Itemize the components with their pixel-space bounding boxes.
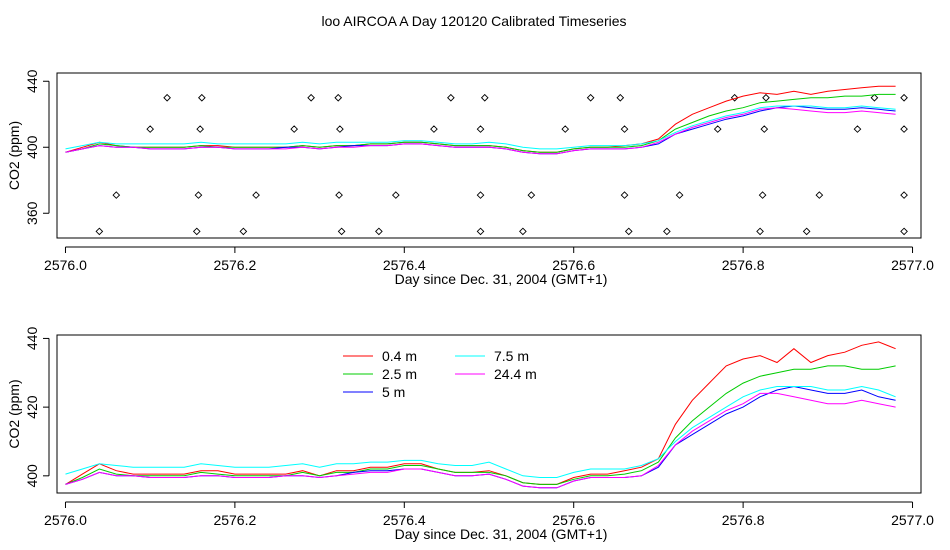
diamond-marker bbox=[713, 125, 722, 133]
legend-label: 7.5 m bbox=[494, 348, 529, 364]
diamond-marker bbox=[290, 125, 299, 133]
x-tick-label: 2576.0 bbox=[44, 512, 87, 528]
series-line bbox=[65, 85, 896, 153]
diamond-marker bbox=[194, 191, 203, 199]
diamond-marker bbox=[476, 227, 485, 236]
diamond-marker bbox=[375, 227, 383, 236]
diamond-marker bbox=[760, 125, 769, 133]
diamond-marker bbox=[616, 93, 625, 102]
diamond-marker bbox=[95, 227, 104, 236]
series-line bbox=[65, 93, 896, 153]
x-axis-label: Day since Dec. 31, 2004 (GMT+1) bbox=[395, 271, 608, 287]
diamond-marker bbox=[586, 93, 595, 102]
y-tick-label: 400 bbox=[24, 464, 40, 488]
diamond-marker bbox=[815, 191, 824, 199]
diamond-marker bbox=[391, 191, 400, 199]
plot-area bbox=[65, 85, 908, 236]
x-tick-label: 2576.6 bbox=[552, 257, 595, 273]
diamond-marker bbox=[620, 191, 629, 199]
diamond-marker bbox=[476, 191, 485, 199]
diamond-marker bbox=[196, 125, 204, 133]
diamond-marker bbox=[192, 227, 201, 236]
diamond-marker bbox=[730, 93, 739, 102]
diamond-marker bbox=[663, 227, 671, 236]
y-tick-label: 420 bbox=[24, 395, 40, 419]
diamond-marker bbox=[480, 93, 489, 102]
x-tick-label: 2576.0 bbox=[44, 257, 87, 273]
legend-label: 0.4 m bbox=[382, 348, 417, 364]
diamond-marker bbox=[198, 93, 206, 102]
y-axis-label: CO2 (ppm) bbox=[6, 121, 22, 190]
diamond-marker bbox=[624, 227, 633, 236]
x-tick-label: 2576.2 bbox=[213, 257, 256, 273]
diamond-marker bbox=[756, 227, 764, 236]
series-line bbox=[65, 105, 896, 150]
x-tick-label: 2577.0 bbox=[891, 257, 934, 273]
series-line-7-5-m bbox=[65, 385, 896, 478]
figure-title: loo AIRCOA A Day 120120 Calibrated Times… bbox=[321, 13, 626, 29]
diamond-marker bbox=[337, 227, 346, 236]
diamond-marker bbox=[527, 191, 536, 199]
legend-label: 5 m bbox=[382, 384, 405, 400]
diamond-marker bbox=[335, 191, 343, 199]
legend-label: 2.5 m bbox=[382, 366, 417, 382]
top-panel: 2576.0 2576.2 2576.4 2576.6 2576.8 2577.0 Day … bbox=[6, 69, 934, 287]
x-tick-label: 2576.4 bbox=[383, 257, 426, 273]
series-line-2-5-m bbox=[65, 365, 896, 485]
series-line bbox=[65, 107, 896, 155]
diamond-marker bbox=[476, 125, 485, 133]
diamond-marker bbox=[870, 93, 879, 102]
x-tick-label: 2576.8 bbox=[722, 257, 765, 273]
diamond-marker bbox=[430, 125, 438, 133]
bottom-panel: 2576.0 2576.2 2576.4 2576.6 2576.8 2577.0 Day … bbox=[6, 327, 934, 542]
diamond-marker bbox=[900, 93, 908, 102]
y-tick-label: 440 bbox=[24, 69, 40, 93]
diamond-marker bbox=[447, 93, 455, 102]
y-tick-label: 400 bbox=[24, 135, 40, 159]
x-tick-label: 2576.8 bbox=[722, 512, 765, 528]
diamond-marker bbox=[561, 125, 570, 133]
legend-label: 24.4 m bbox=[494, 366, 537, 382]
diamond-marker bbox=[900, 191, 908, 199]
y-tick-label: 440 bbox=[24, 327, 40, 351]
diamond-marker bbox=[112, 191, 121, 199]
plot-frame bbox=[56, 72, 922, 239]
diamond-marker bbox=[239, 227, 248, 236]
diamond-marker bbox=[802, 227, 811, 236]
plot-area bbox=[65, 341, 896, 489]
plot-frame bbox=[56, 334, 922, 494]
diamond-marker bbox=[900, 125, 908, 133]
x-tick-label: 2576.6 bbox=[552, 512, 595, 528]
diamond-marker bbox=[675, 191, 684, 199]
diamond-marker bbox=[307, 93, 315, 102]
series-line-0-4-m bbox=[65, 341, 896, 485]
x-tick-label: 2577.0 bbox=[891, 512, 934, 528]
diamond-marker bbox=[163, 93, 171, 102]
diamond-marker bbox=[762, 93, 770, 102]
diamond-marker bbox=[758, 191, 767, 199]
diamond-marker bbox=[620, 125, 629, 133]
series-line-24-4-m bbox=[65, 392, 896, 489]
diamond-marker bbox=[252, 191, 260, 199]
y-axis-label: CO2 (ppm) bbox=[6, 379, 22, 448]
diamond-marker bbox=[146, 125, 155, 133]
x-axis-label: Day since Dec. 31, 2004 (GMT+1) bbox=[395, 526, 608, 542]
diamond-marker bbox=[334, 93, 343, 102]
diamond-marker bbox=[900, 227, 908, 236]
diamond-marker bbox=[336, 125, 344, 133]
y-tick-label: 360 bbox=[24, 201, 40, 225]
diamond-marker bbox=[853, 125, 862, 133]
x-tick-label: 2576.4 bbox=[383, 512, 426, 528]
x-tick-label: 2576.2 bbox=[213, 512, 256, 528]
diamond-marker bbox=[519, 227, 527, 236]
